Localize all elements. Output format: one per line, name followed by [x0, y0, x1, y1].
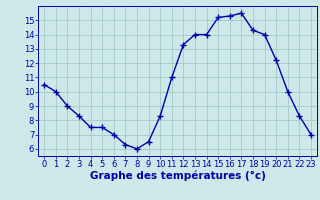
X-axis label: Graphe des températures (°c): Graphe des températures (°c)	[90, 171, 266, 181]
